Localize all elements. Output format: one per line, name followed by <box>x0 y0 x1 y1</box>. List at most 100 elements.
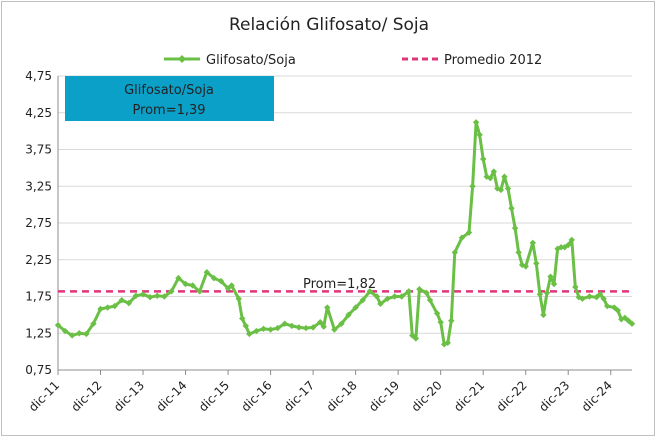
info-box-line-1: Glifosato/Soja <box>124 83 214 98</box>
data-point-33 <box>274 324 281 332</box>
data-point-22 <box>210 274 218 282</box>
data-point-27 <box>239 315 246 322</box>
data-point-51 <box>391 293 398 300</box>
data-point-64 <box>451 249 459 256</box>
data-point-96 <box>575 294 583 301</box>
data-point-68 <box>472 119 480 126</box>
data-point-69 <box>476 131 483 138</box>
x-tick-label-11: dic-22 <box>494 378 530 414</box>
x-tick-label-6: dic-17 <box>281 378 317 414</box>
data-point-56 <box>416 285 423 293</box>
data-point-67 <box>469 183 476 190</box>
y-tick-label-7: 4,25 <box>25 106 52 120</box>
data-point-86 <box>540 311 547 319</box>
data-point-26 <box>235 295 242 302</box>
data-point-43 <box>338 320 345 327</box>
data-point-19 <box>189 282 196 289</box>
data-point-87 <box>543 289 551 297</box>
data-point-18 <box>182 280 189 288</box>
data-point-100 <box>596 291 604 298</box>
data-point-95 <box>572 283 579 291</box>
x-tick-labels: dic-11 dic-12 dic-13 dic-14 dic-15 dic-16 dic-… <box>26 378 615 414</box>
x-tick-label-9: dic-20 <box>409 378 445 414</box>
info-box-line-2: Prom=1,39 <box>132 103 205 118</box>
info-box: Glifosato/Soja Prom=1,39 <box>65 76 274 121</box>
data-point-2 <box>68 332 76 339</box>
data-point-8 <box>111 302 118 310</box>
data-point-79 <box>511 224 519 232</box>
y-tick-label-2: 1,75 <box>25 290 52 304</box>
data-point-76 <box>501 173 508 180</box>
data-point-65 <box>458 234 466 241</box>
y-tick-labels: 0,75 1,25 1,75 2,25 2,75 3,25 3,75 4,25 4,75 <box>25 69 52 377</box>
data-point-89 <box>550 280 558 288</box>
average-label: Prom=1,82 <box>303 277 376 292</box>
data-point-93 <box>565 241 572 249</box>
data-point-60 <box>437 319 444 326</box>
data-point-49 <box>377 300 384 308</box>
data-point-25 <box>228 282 235 289</box>
data-point-59 <box>433 310 441 317</box>
data-point-88 <box>547 273 554 280</box>
axes <box>57 76 632 375</box>
data-point-80 <box>515 249 522 256</box>
data-point-47 <box>366 288 374 295</box>
chart-title: Relación Glifosato/ Soja <box>229 15 429 35</box>
legend-marker-series-1 <box>178 55 186 63</box>
data-point-11 <box>132 292 140 299</box>
data-point-17 <box>175 274 182 282</box>
data-point-91 <box>557 244 565 251</box>
data-point-77 <box>504 185 512 192</box>
data-point-6 <box>97 305 104 313</box>
data-point-62 <box>444 339 451 347</box>
info-box-background <box>65 76 274 121</box>
data-point-29 <box>246 330 253 338</box>
data-point-82 <box>522 263 529 270</box>
data-point-50 <box>384 295 391 302</box>
data-point-72 <box>487 174 494 182</box>
data-point-16 <box>168 288 175 295</box>
data-point-30 <box>253 327 260 335</box>
data-point-85 <box>536 291 544 298</box>
data-point-24 <box>224 285 232 292</box>
data-point-52 <box>398 293 405 300</box>
data-point-103 <box>611 304 618 311</box>
data-point-83 <box>529 239 536 247</box>
data-point-23 <box>217 277 225 285</box>
x-tick-label-13: dic-24 <box>579 378 615 414</box>
y-tick-label-3: 2,25 <box>25 253 52 267</box>
data-point-63 <box>448 317 455 324</box>
data-point-57 <box>423 289 430 297</box>
x-tick-label-4: dic-15 <box>196 378 232 414</box>
data-point-1 <box>61 327 69 335</box>
data-point-39 <box>316 319 324 326</box>
legend-label-series-2: Promedio 2012 <box>444 53 542 68</box>
data-point-41 <box>324 304 331 311</box>
series-layer <box>54 119 636 348</box>
x-tick-label-7: dic-18 <box>324 378 360 414</box>
x-tick-label-8: dic-19 <box>366 378 402 414</box>
data-point-12 <box>139 291 147 298</box>
data-point-55 <box>412 335 420 342</box>
data-point-7 <box>104 304 111 311</box>
data-point-58 <box>426 296 434 304</box>
data-point-102 <box>603 302 611 310</box>
data-point-48 <box>373 293 381 300</box>
x-tick-label-5: dic-16 <box>239 378 275 414</box>
data-point-92 <box>561 244 568 251</box>
data-point-104 <box>614 307 622 314</box>
data-point-36 <box>295 324 303 331</box>
data-point-4 <box>83 330 90 338</box>
data-point-84 <box>533 260 540 267</box>
data-point-34 <box>281 320 288 327</box>
data-point-40 <box>320 323 327 330</box>
data-point-107 <box>625 317 632 324</box>
y-tick-label-0: 0,75 <box>25 363 52 377</box>
data-point-10 <box>125 299 133 307</box>
data-point-66 <box>465 229 473 236</box>
legend-label-series-1: Glifosato/Soja <box>206 53 296 68</box>
data-point-42 <box>331 326 338 333</box>
x-tick-label-12: dic-23 <box>536 378 572 414</box>
data-point-101 <box>600 295 607 302</box>
